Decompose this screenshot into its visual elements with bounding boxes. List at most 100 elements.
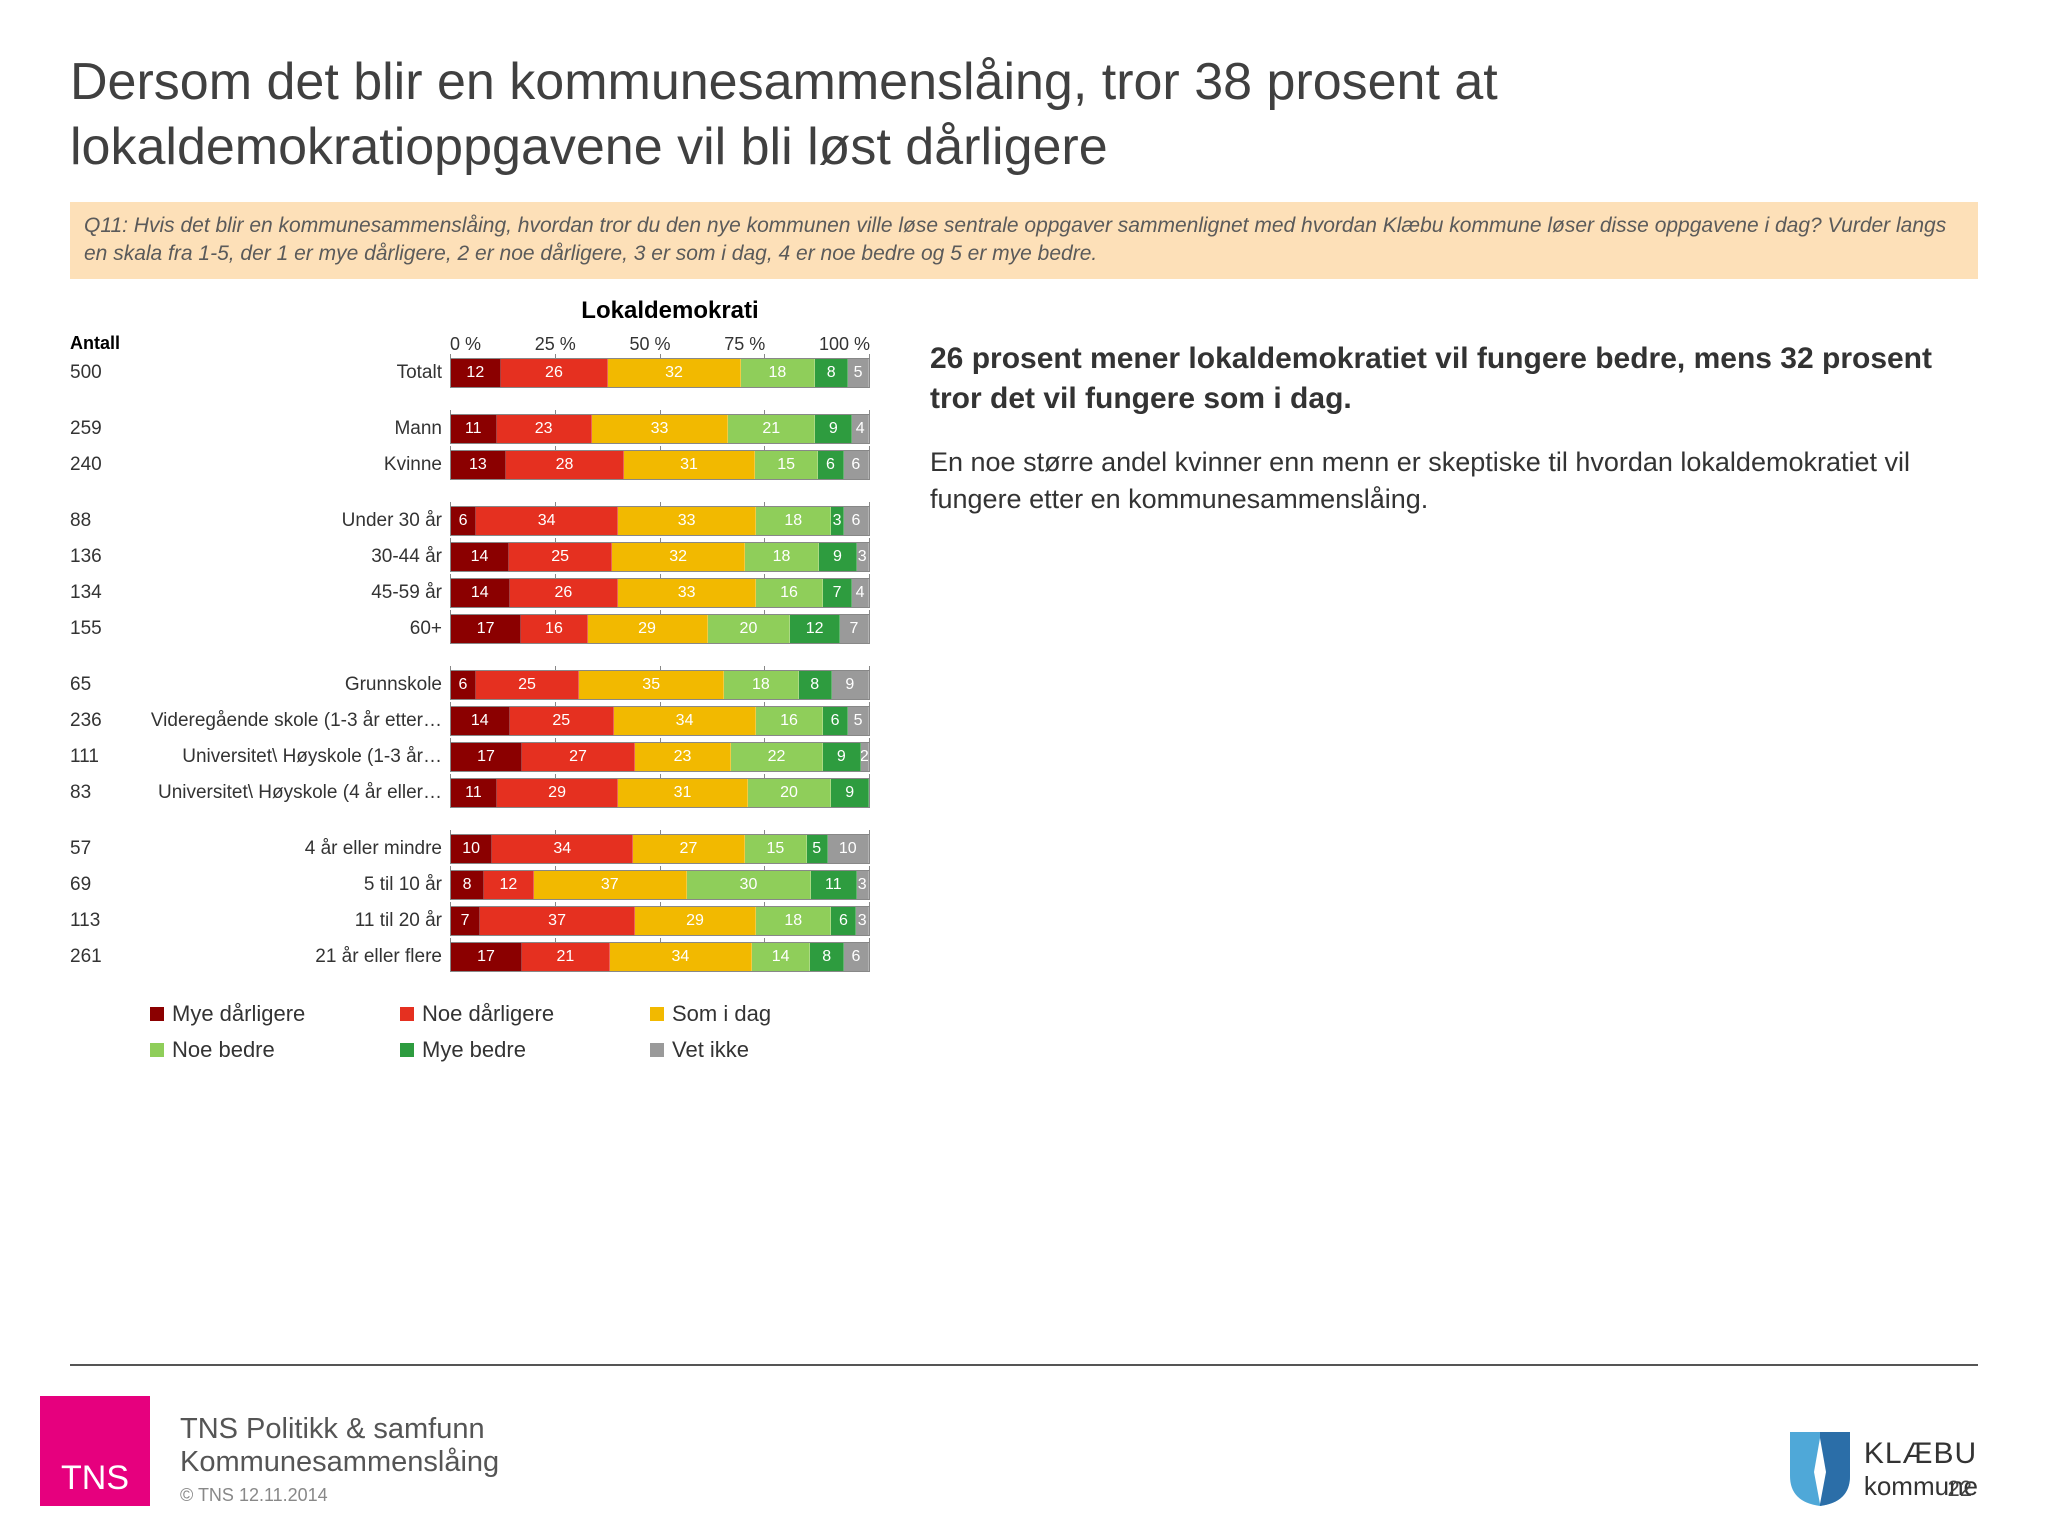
bar-row: 15560+17162920127 (70, 611, 890, 647)
bar-row: 13445-59 år1426331674 (70, 575, 890, 611)
bar-segment: 25 (476, 671, 579, 699)
stacked-bar: 1727232292 (450, 742, 870, 772)
bar-segment: 32 (608, 359, 740, 387)
bar-segment: 9 (823, 743, 861, 771)
row-count: 134 (70, 582, 130, 604)
copyright: © TNS 12.11.2014 (180, 1485, 499, 1506)
bar-segment: 15 (745, 835, 807, 863)
tns-block: TNS TNS Politikk & samfunn Kommunesammen… (40, 1396, 499, 1506)
legend-label: Vet ikke (672, 1037, 749, 1063)
bar-wrap: 737291863 (450, 906, 870, 936)
stacked-bar: 8123730113 (450, 870, 870, 900)
bar-row: 695 til 10 år8123730113 (70, 867, 890, 903)
row-count: 500 (70, 362, 130, 384)
bar-segment: 8 (815, 359, 848, 387)
bar-segment: 9 (832, 671, 869, 699)
bar-row: 240Kvinne1328311566 (70, 447, 890, 483)
bar-segment: 27 (522, 743, 635, 771)
bar-wrap: 1328311566 (450, 450, 870, 480)
org-line2: Kommunesammenslåing (180, 1446, 499, 1479)
legend-swatch (400, 1043, 414, 1057)
footer: TNS TNS Politikk & samfunn Kommunesammen… (40, 1396, 1978, 1506)
bar-segment: 33 (592, 415, 729, 443)
bar-segment: 29 (588, 615, 708, 643)
bar-segment: 12 (484, 871, 534, 899)
bar-segment: 11 (451, 779, 497, 807)
footer-rule (70, 1364, 1978, 1366)
stacked-bar: 625351889 (450, 670, 870, 700)
bar-segment: 34 (614, 707, 756, 735)
row-count: 136 (70, 546, 130, 568)
bar-segment: 37 (534, 871, 687, 899)
legend-item: Noe bedre (150, 1037, 350, 1063)
stacked-bar: 1721341486 (450, 942, 870, 972)
axis-tick: 50 % (629, 334, 670, 355)
row-count: 155 (70, 618, 130, 640)
bar-segment: 3 (857, 543, 869, 571)
bar-segment: 10 (451, 835, 492, 863)
chart-title: Lokaldemokrati (450, 297, 890, 325)
bars-container: 500Totalt1226321885259Mann1123332194240K… (70, 355, 890, 975)
bar-segment: 12 (790, 615, 840, 643)
bar-row: 88Under 30 år634331836 (70, 503, 890, 539)
bar-segment: 11 (811, 871, 857, 899)
legend: Mye dårligereNoe dårligereSom i dagNoe b… (150, 1001, 870, 1063)
row-label: 45-59 år (130, 582, 450, 604)
bar-segment: 6 (831, 907, 856, 935)
bar-segment: 25 (510, 707, 615, 735)
legend-swatch (650, 1043, 664, 1057)
stacked-bar: 17162920127 (450, 614, 870, 644)
bar-segment: 8 (451, 871, 484, 899)
page-number: 22 (1948, 1476, 1972, 1502)
bar-segment: 11 (451, 415, 497, 443)
bar-wrap: 634331836 (450, 506, 870, 536)
axis-tick: 25 % (535, 334, 576, 355)
org-line1: TNS Politikk & samfunn (180, 1413, 499, 1446)
row-label: 5 til 10 år (130, 874, 450, 896)
bar-segment: 18 (756, 907, 831, 935)
legend-item: Noe dårligere (400, 1001, 600, 1027)
bar-row: 500Totalt1226321885 (70, 355, 890, 391)
bar-row: 259Mann1123332194 (70, 411, 890, 447)
bar-wrap: 1426331674 (450, 578, 870, 608)
bar-segment: 12 (451, 359, 501, 387)
legend-item: Som i dag (650, 1001, 850, 1027)
bar-segment: 29 (497, 779, 618, 807)
row-label: 4 år eller mindre (130, 838, 450, 860)
tns-logo: TNS (40, 1396, 150, 1506)
bar-segment: 34 (492, 835, 633, 863)
legend-swatch (150, 1043, 164, 1057)
bar-segment: 14 (451, 707, 510, 735)
bar-segment: 23 (497, 415, 592, 443)
bar-segment: 6 (451, 507, 476, 535)
bar-segment: 22 (731, 743, 823, 771)
bar-segment: 7 (451, 907, 480, 935)
bar-segment: 14 (451, 543, 509, 571)
row-label: Mann (130, 418, 450, 440)
bar-segment: 18 (741, 359, 815, 387)
row-count: 65 (70, 674, 130, 696)
row-count: 259 (70, 418, 130, 440)
bar-segment: 5 (807, 835, 828, 863)
bar-segment: 7 (840, 615, 869, 643)
klabu-l1: KLÆBU (1864, 1437, 1978, 1471)
bar-segment: 18 (724, 671, 798, 699)
bar-segment: 14 (752, 943, 811, 971)
legend-swatch (650, 1007, 664, 1021)
bar-segment: 17 (451, 743, 522, 771)
bar-segment: 9 (815, 415, 852, 443)
stacked-bar: 1425341665 (450, 706, 870, 736)
bar-segment: 33 (618, 579, 756, 607)
bar-wrap: 112931209 (450, 778, 870, 808)
bar-segment: 31 (618, 779, 748, 807)
bar-segment: 20 (748, 779, 832, 807)
bar-segment: 6 (844, 451, 869, 479)
stacked-bar: 1425321893 (450, 542, 870, 572)
tns-text: TNS Politikk & samfunn Kommunesammenslåi… (180, 1413, 499, 1506)
bar-segment: 3 (856, 907, 869, 935)
bar-segment: 17 (451, 615, 521, 643)
stacked-bar: 112931209 (450, 778, 870, 808)
bar-segment: 6 (823, 707, 848, 735)
bar-wrap: 8123730113 (450, 870, 870, 900)
bar-segment: 7 (823, 579, 852, 607)
